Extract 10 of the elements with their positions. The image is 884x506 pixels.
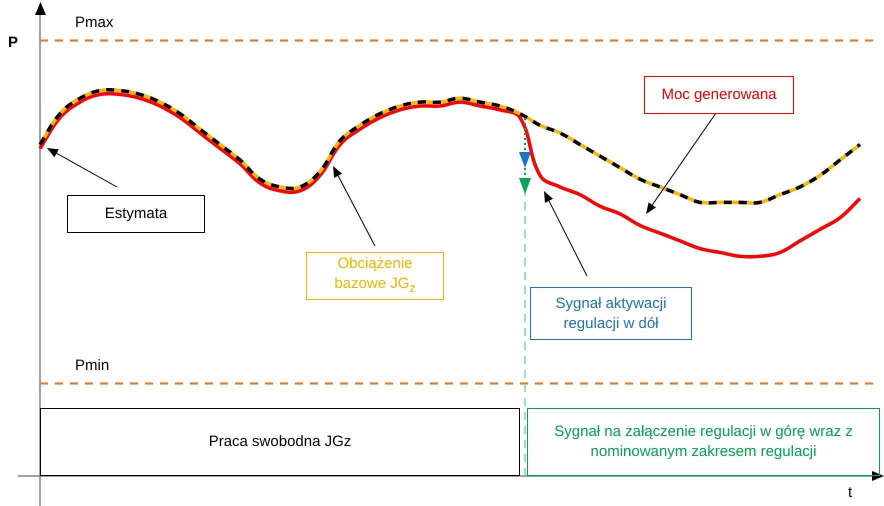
text: Moc generowana	[661, 85, 777, 105]
y-axis-title: P	[8, 34, 18, 51]
annotation: Sygnał na załączenie regulacji w górę wraz z nominowanym zakresem regulacji	[553, 422, 854, 462]
text: Obciążenie bazowe JG$_{z}$	[333, 254, 417, 297]
ref-line-label: Pmax	[75, 14, 114, 32]
text: Estymata	[104, 204, 168, 224]
annotation: Sygnał aktywacji regulacji w dół	[554, 294, 668, 334]
ref-line-label: Pmin	[75, 357, 110, 374]
annotation: Praca swobodna JGz	[208, 432, 352, 452]
x-axis-title: t	[848, 484, 852, 501]
